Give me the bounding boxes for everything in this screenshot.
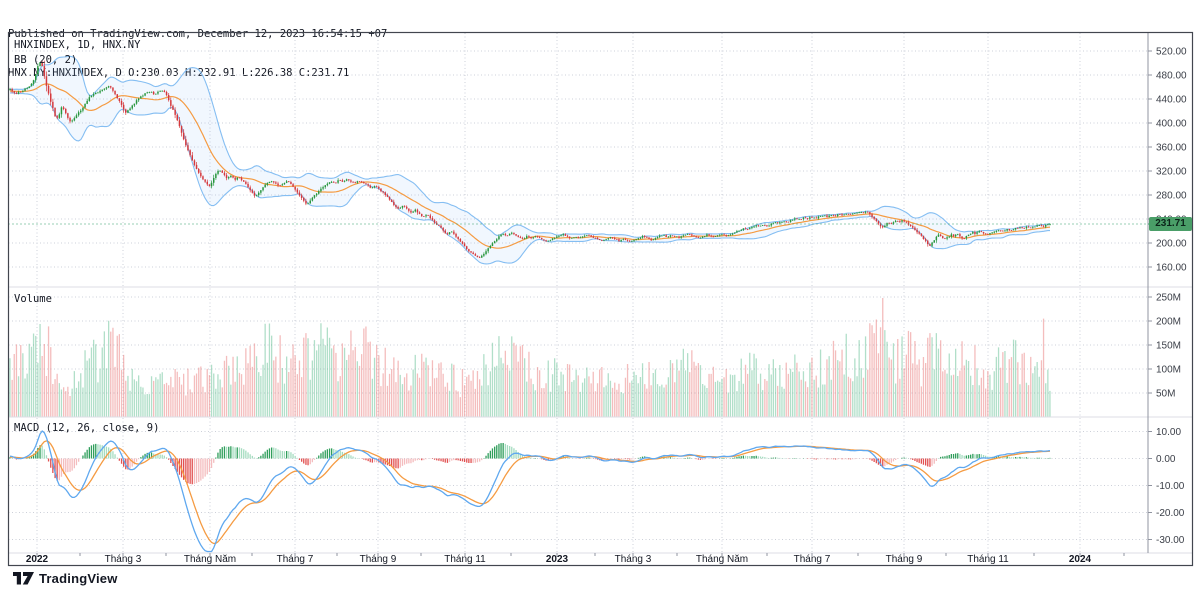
- time-axis-label: Tháng 7: [794, 554, 831, 565]
- time-axis-label: Tháng 11: [444, 554, 486, 565]
- bb-fill: [10, 56, 1050, 264]
- price-tick-label: 160.00: [1156, 263, 1187, 274]
- price-pane: [9, 55, 1051, 265]
- pane-separators: [8, 286, 1193, 554]
- time-axis-label: Tháng 11: [967, 554, 1009, 565]
- bb-upper: [10, 55, 1051, 238]
- time-axis-label: Tháng 9: [360, 554, 397, 565]
- macd-tick-label: -10.00: [1156, 481, 1185, 492]
- bb-basis: [10, 83, 1051, 249]
- time-axis-label: 2024: [1069, 554, 1092, 565]
- time-axis-label: 2022: [26, 554, 49, 565]
- time-axis-label: Tháng 3: [105, 554, 142, 565]
- macd-pane-label[interactable]: MACD (12, 26, close, 9): [14, 422, 160, 434]
- time-axis-label: Tháng 3: [615, 554, 652, 565]
- macd-hist-pos-fall: [11, 443, 1045, 459]
- macd-hist-pos-grow: [9, 443, 1051, 459]
- legend-symbol[interactable]: HNXINDEX, 1D, HNX.NY: [14, 39, 141, 51]
- price-tick-label: 280.00: [1156, 191, 1187, 202]
- macd-signal-line: [9, 440, 1051, 545]
- macd-hist-neg-grow: [13, 458, 931, 485]
- price-tick-label: 200.00: [1156, 239, 1187, 250]
- volume-bars-up: [9, 320, 1051, 417]
- volume-bars-down: [11, 298, 1045, 417]
- price-tick-label: 360.00: [1156, 143, 1187, 154]
- price-tick-label: 320.00: [1156, 167, 1187, 178]
- publish-info: Published on TradingView.com, December 1…: [8, 28, 388, 40]
- macd-hist-neg-fall: [17, 458, 937, 484]
- volume-pane-label[interactable]: Volume: [14, 293, 52, 305]
- macd-tick-label: -30.00: [1156, 535, 1185, 546]
- tradingview-logo-icon: [13, 572, 34, 585]
- tradingview-logo[interactable]: TradingView: [13, 571, 118, 586]
- chart-legend: HNXINDEX, 1D, HNX.NY BB (20, 2): [14, 38, 140, 68]
- time-axis-label: Tháng Năm: [696, 554, 748, 565]
- time-axis-label: Tháng 7: [277, 554, 314, 565]
- axis-ticks: [36, 50, 1152, 557]
- tradingview-logo-text: TradingView: [39, 571, 118, 586]
- macd-main-line: [9, 430, 1051, 553]
- last-price-badge: 231.71: [1149, 217, 1192, 231]
- time-axis-label: Tháng 9: [886, 554, 923, 565]
- volume-tick-label: 100M: [1156, 365, 1181, 376]
- grid-lines: [8, 33, 1148, 553]
- volume-tick-label: 250M: [1156, 293, 1181, 304]
- macd-tick-label: 10.00: [1156, 427, 1181, 438]
- volume-tick-label: 200M: [1156, 317, 1181, 328]
- volume-tick-label: 150M: [1156, 341, 1181, 352]
- symbol-ohlc-line: HNX.NY:HNXINDEX, D O:230.03 H:232.91 L:2…: [8, 67, 350, 79]
- price-tick-label: 480.00: [1156, 71, 1187, 82]
- macd-tick-label: 0.00: [1156, 454, 1176, 465]
- volume-tick-label: 50M: [1156, 389, 1175, 400]
- publish-header: Published on TradingView.com, December 1…: [8, 2, 387, 106]
- price-tick-label: 400.00: [1156, 119, 1187, 130]
- price-tick-label: 440.00: [1156, 95, 1187, 106]
- time-axis-label: Tháng Năm: [184, 554, 236, 565]
- legend-bollinger[interactable]: BB (20, 2): [14, 54, 78, 66]
- price-tick-label: 520.00: [1156, 47, 1187, 58]
- candle-bodies-up: [9, 62, 1051, 258]
- chart-frame-border: [7, 31, 1194, 567]
- macd-pane: [9, 430, 1051, 553]
- macd-tick-label: -20.00: [1156, 508, 1185, 519]
- time-axis-label: 2023: [546, 554, 569, 565]
- volume-pane: [9, 298, 1051, 417]
